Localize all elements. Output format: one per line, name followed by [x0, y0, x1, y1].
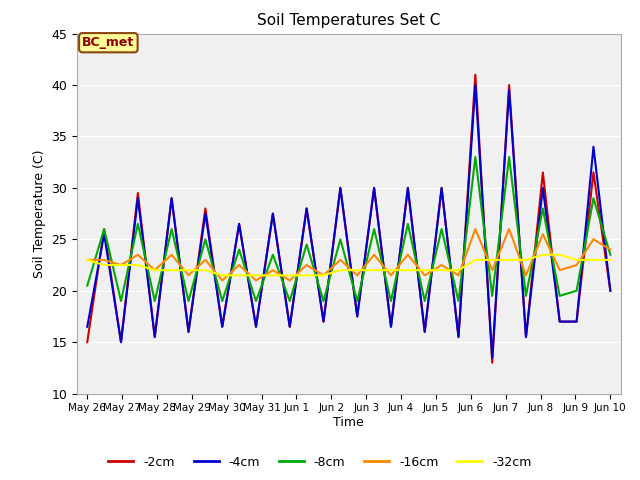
Legend: -2cm, -4cm, -8cm, -16cm, -32cm: -2cm, -4cm, -8cm, -16cm, -32cm — [103, 451, 537, 474]
Text: BC_met: BC_met — [82, 36, 134, 49]
Y-axis label: Soil Temperature (C): Soil Temperature (C) — [33, 149, 45, 278]
X-axis label: Time: Time — [333, 416, 364, 429]
Title: Soil Temperatures Set C: Soil Temperatures Set C — [257, 13, 440, 28]
